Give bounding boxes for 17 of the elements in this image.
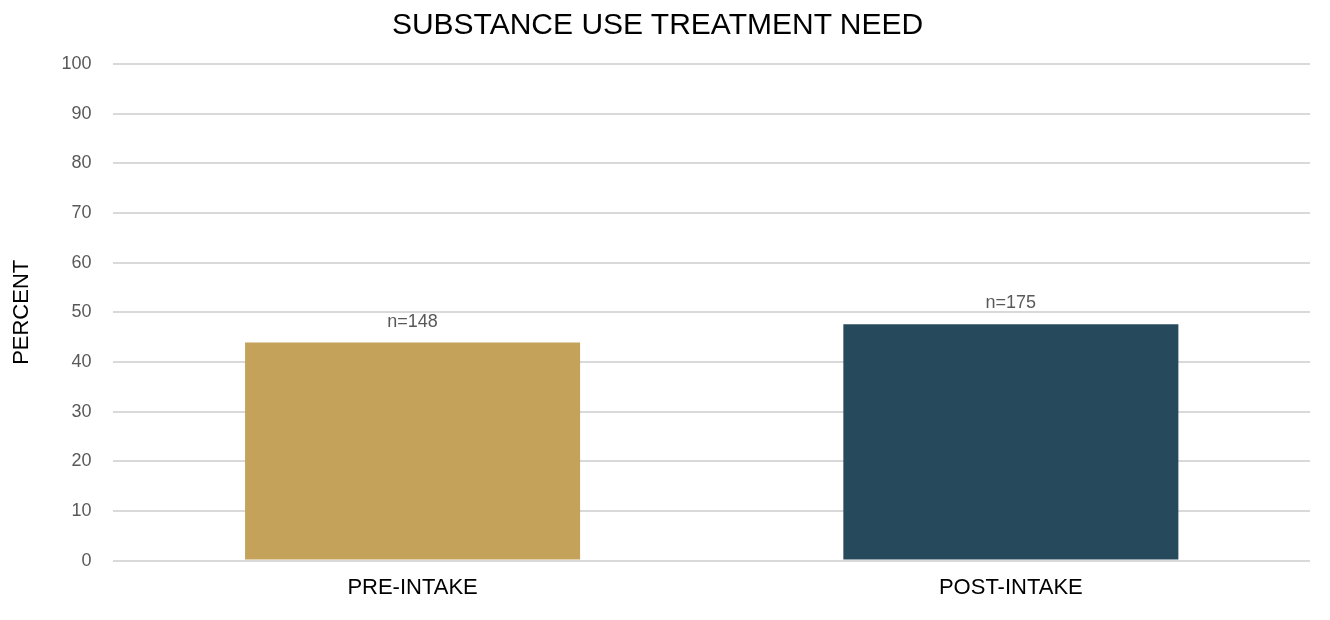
y-tick-label: 30 [71,400,92,421]
y-tick-label: 10 [71,499,92,520]
chart-title: SUBSTANCE USE TREATMENT NEED [391,7,924,41]
y-tick-label: 20 [71,450,92,471]
y-tick-label: 0 [81,549,92,570]
x-tick-label: POST-INTAKE [938,573,1083,599]
y-tick-label: 50 [71,301,92,322]
y-axis-title: PERCENT [8,259,34,365]
y-tick-label: 90 [71,102,92,123]
y-tick-label: 60 [71,251,92,272]
y-tick-label: 40 [71,350,92,371]
y-tick-label: 70 [71,201,92,222]
y-tick-label: 100 [61,52,92,73]
y-tick-label: 80 [71,152,92,173]
annotation: n=175 [985,292,1037,313]
annotation: n=148 [387,310,438,331]
x-tick-label: PRE-INTAKE [347,573,478,599]
